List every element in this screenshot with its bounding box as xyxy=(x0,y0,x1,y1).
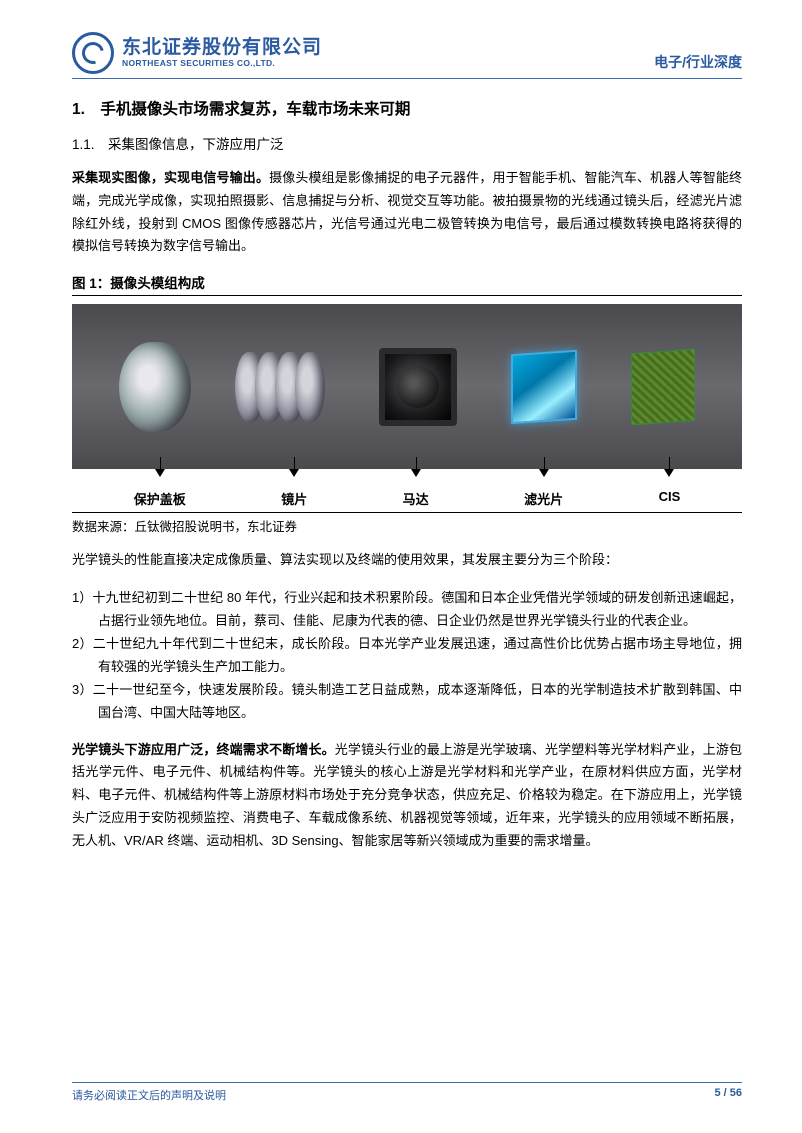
para3-body: 光学镜头行业的最上游是光学玻璃、光学塑料等光学材料产业，上游包括光学元件、电子元… xyxy=(72,742,742,848)
company-name-en: NORTHEAST SECURITIES CO.,LTD. xyxy=(122,58,322,68)
list-item-2: 2）二十世纪九十年代到二十世纪末，成长阶段。日本光学产业发展迅速，通过高性价比优… xyxy=(98,632,742,678)
figure-1-title: 图 1：摄像头模组构成 xyxy=(72,272,742,296)
motor-graphic xyxy=(379,348,457,426)
cover-glass-graphic xyxy=(119,342,191,432)
page-header: 东北证券股份有限公司 NORTHEAST SECURITIES CO.,LTD.… xyxy=(72,32,742,79)
footer-disclaimer: 请务必阅读正文后的声明及说明 xyxy=(72,1087,226,1103)
section-1-1-title: 1.1. 采集图像信息，下游应用广泛 xyxy=(72,133,742,153)
para1-lead: 采集现实图像，实现电信号输出。 xyxy=(72,170,269,185)
para3-lead: 光学镜头下游应用广泛，终端需求不断增长。 xyxy=(72,742,335,757)
footer-page-number: 5 / 56 xyxy=(714,1087,742,1103)
logo-icon xyxy=(72,32,114,74)
label-cis: CIS xyxy=(659,471,681,508)
cis-graphic xyxy=(631,348,695,424)
paragraph-1: 采集现实图像，实现电信号输出。摄像头模组是影像捕捉的电子元器件，用于智能手机、智… xyxy=(72,167,742,258)
lens-group-graphic xyxy=(245,352,325,422)
label-cover: 保护盖板 xyxy=(134,471,186,508)
page-footer: 请务必阅读正文后的声明及说明 5 / 56 xyxy=(72,1082,742,1103)
label-motor: 马达 xyxy=(403,471,429,508)
filter-graphic xyxy=(511,349,577,424)
list-item-3: 3）二十一世纪至今，快速发展阶段。镜头制造工艺日益成熟，成本逐渐降低，日本的光学… xyxy=(98,678,742,724)
paragraph-3: 光学镜头下游应用广泛，终端需求不断增长。光学镜头行业的最上游是光学玻璃、光学塑料… xyxy=(72,739,742,853)
figure-1-image xyxy=(72,304,742,469)
header-category: 电子/行业深度 xyxy=(654,52,742,74)
paragraph-2: 光学镜头的性能直接决定成像质量、算法实现以及终端的使用效果，其发展主要分为三个阶… xyxy=(72,549,742,572)
list-item-1: 1）十九世纪初到二十世纪 80 年代，行业兴起和技术积累阶段。德国和日本企业凭借… xyxy=(98,586,742,632)
section-1-title: 1. 手机摄像头市场需求复苏，车载市场未来可期 xyxy=(72,97,742,119)
label-filter: 滤光片 xyxy=(524,471,563,508)
company-name-cn: 东北证券股份有限公司 xyxy=(122,38,322,58)
stage-list: 1）十九世纪初到二十世纪 80 年代，行业兴起和技术积累阶段。德国和日本企业凭借… xyxy=(72,586,742,725)
company-logo-block: 东北证券股份有限公司 NORTHEAST SECURITIES CO.,LTD. xyxy=(72,32,322,74)
figure-1-labels: 保护盖板 镜片 马达 滤光片 CIS xyxy=(72,471,742,513)
figure-1-source: 数据来源：丘钛微招股说明书，东北证券 xyxy=(72,516,742,535)
label-lens: 镜片 xyxy=(281,471,307,508)
